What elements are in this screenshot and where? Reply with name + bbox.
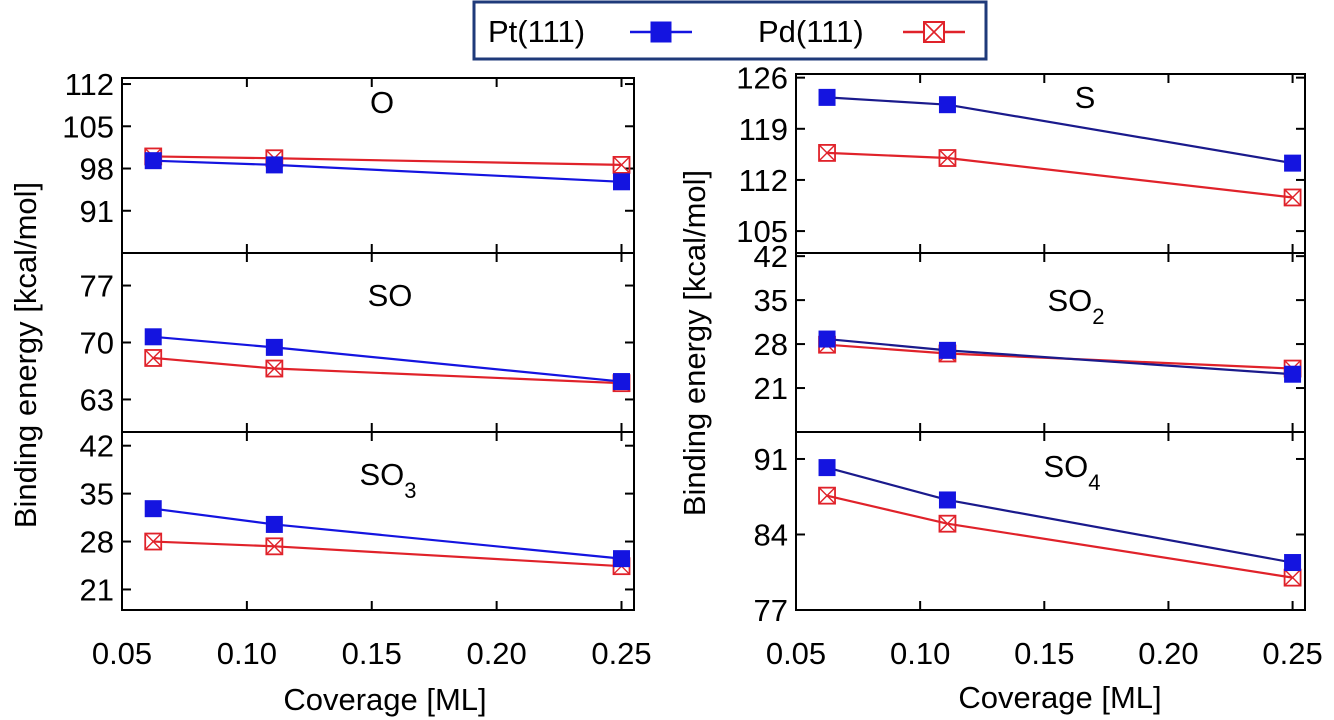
y-tick-label: 42 bbox=[80, 429, 114, 464]
x-tick-label: 0.05 bbox=[92, 636, 152, 671]
series-line-pd bbox=[826, 343, 1293, 370]
marker-pd bbox=[1283, 188, 1302, 207]
y-tick-label: 77 bbox=[80, 269, 114, 304]
y-tick-label: 91 bbox=[754, 442, 788, 477]
legend: Pt(111) Pd(111) bbox=[472, 0, 988, 61]
y-tick-label: 28 bbox=[80, 525, 114, 560]
panel-title: SO3 bbox=[359, 457, 416, 503]
legend-label-pd: Pd(111) bbox=[758, 14, 864, 49]
marker-pt bbox=[1284, 554, 1302, 572]
marker-pd bbox=[144, 349, 163, 367]
legend-box bbox=[472, 0, 988, 61]
series-line-pt bbox=[153, 507, 622, 560]
y-tick-label: 70 bbox=[80, 326, 114, 361]
marker-pt bbox=[613, 173, 631, 191]
x-tick-label: 0.15 bbox=[1014, 636, 1074, 671]
series-line-pt bbox=[153, 335, 622, 383]
x-axis-label-right: Coverage [ML] bbox=[958, 680, 1161, 715]
y-tick-label: 126 bbox=[736, 61, 788, 96]
y-tick-label: 35 bbox=[80, 477, 114, 512]
series-line-pd bbox=[153, 356, 622, 385]
marker-pt bbox=[265, 156, 283, 174]
panel-title: S bbox=[1075, 80, 1096, 115]
y-tick-label: 77 bbox=[754, 593, 788, 628]
panel-2: 21 28 35 42 0.05 0.10 0.15 0.20 0.25 SO3 bbox=[80, 429, 652, 671]
y-axis-label-right: Binding energy [kcal/mol] bbox=[677, 170, 712, 516]
marker-pd bbox=[144, 532, 163, 551]
marker-pd bbox=[818, 144, 836, 162]
series-line-pt bbox=[826, 96, 1293, 165]
marker-pt bbox=[613, 550, 631, 568]
x-axis-label-left: Coverage [ML] bbox=[283, 682, 486, 717]
marker-pd bbox=[818, 486, 836, 505]
y-axis-label-left: Binding energy [kcal/mol] bbox=[8, 182, 43, 528]
marker-pt bbox=[1284, 365, 1302, 383]
marker-pt bbox=[613, 373, 631, 391]
x-tick-label: 0.10 bbox=[890, 636, 950, 671]
marker-pt bbox=[818, 88, 836, 106]
y-tick-label: 98 bbox=[80, 152, 114, 187]
series-line-pd bbox=[153, 540, 622, 568]
panel-1: 63 70 77 SO bbox=[80, 252, 635, 433]
marker-pt bbox=[1284, 154, 1302, 172]
legend-marker-pt bbox=[650, 21, 672, 43]
marker-pd bbox=[265, 359, 284, 378]
marker-pt bbox=[938, 491, 956, 509]
marker-pd bbox=[938, 149, 957, 167]
y-tick-label: 21 bbox=[754, 371, 788, 406]
panel-title: O bbox=[370, 85, 394, 120]
marker-pt bbox=[144, 500, 162, 518]
y-tick-label: 63 bbox=[80, 382, 114, 417]
x-tick-label: 0.15 bbox=[342, 636, 402, 671]
marker-pt bbox=[938, 341, 956, 359]
y-tick-label: 105 bbox=[62, 109, 114, 144]
x-tick-label: 0.05 bbox=[766, 636, 826, 671]
panel-frame bbox=[121, 431, 635, 611]
panel-0: 91 98 105 112 O bbox=[62, 67, 635, 254]
panel-title-subscript: 3 bbox=[404, 478, 416, 503]
x-tick-label: 0.25 bbox=[591, 636, 651, 671]
series-line-pt bbox=[826, 337, 1293, 376]
panel-3: 105 112 119 126 S bbox=[736, 61, 1306, 254]
marker-pd bbox=[612, 155, 631, 174]
panel-title: SO bbox=[368, 278, 413, 313]
x-tick-label: 0.20 bbox=[1138, 636, 1198, 671]
panel-title: SO4 bbox=[1043, 449, 1100, 495]
marker-pt bbox=[144, 328, 162, 346]
legend-marker-pd bbox=[923, 21, 945, 43]
series-line-pd bbox=[826, 151, 1293, 199]
y-tick-label: 21 bbox=[80, 572, 114, 607]
marker-pt bbox=[938, 96, 956, 114]
marker-pt bbox=[818, 330, 836, 348]
y-tick-label: 112 bbox=[65, 67, 114, 102]
marker-pt bbox=[265, 338, 283, 356]
y-tick-label: 91 bbox=[80, 194, 114, 229]
marker-pd bbox=[265, 537, 284, 556]
y-tick-label: 119 bbox=[739, 112, 788, 147]
panel-title: SO2 bbox=[1047, 283, 1104, 329]
panel-4: 21 28 35 42 SO2 bbox=[754, 239, 1306, 433]
panel-5: 77 84 91 0.05 0.10 0.15 0.20 0.25 SO4 bbox=[754, 431, 1323, 671]
x-tick-label: 0.10 bbox=[217, 636, 277, 671]
panel-title-subscript: 4 bbox=[1088, 470, 1100, 495]
x-tick-label: 0.25 bbox=[1262, 636, 1322, 671]
marker-pd bbox=[938, 514, 957, 533]
panel-title-subscript: 2 bbox=[1092, 304, 1104, 329]
marker-pt bbox=[144, 152, 162, 170]
series-line-pd bbox=[826, 494, 1293, 579]
marker-pt bbox=[265, 515, 283, 533]
y-tick-label: 84 bbox=[754, 517, 788, 552]
x-tick-label: 0.20 bbox=[466, 636, 526, 671]
legend-label-pt: Pt(111) bbox=[488, 14, 585, 49]
panel-frame bbox=[795, 431, 1306, 611]
marker-pt bbox=[818, 459, 836, 477]
y-tick-label: 42 bbox=[754, 239, 788, 274]
y-tick-label: 35 bbox=[754, 283, 788, 318]
y-tick-label: 112 bbox=[739, 163, 788, 198]
y-tick-label: 105 bbox=[736, 214, 788, 249]
y-tick-label: 28 bbox=[754, 327, 788, 362]
